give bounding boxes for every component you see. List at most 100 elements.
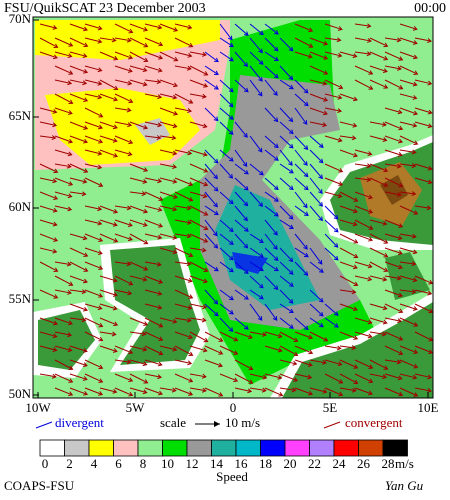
wind-arrow-head	[229, 267, 234, 273]
wind-arrow-head	[202, 51, 207, 57]
wind-arrow-head	[172, 178, 178, 184]
wind-arrow-head	[201, 387, 207, 393]
wind-arrow-head	[81, 191, 87, 197]
wind-arrow	[384, 345, 403, 355]
wind-arrow-head	[427, 388, 432, 393]
wind-arrow	[54, 149, 72, 156]
wind-arrow-head	[126, 261, 132, 267]
wind-arrow	[384, 261, 403, 269]
wind-arrow-head	[141, 331, 147, 337]
wind-arrow	[114, 233, 133, 241]
wind-arrow-head	[262, 331, 267, 337]
wind-arrow	[234, 233, 248, 249]
wind-arrow	[204, 65, 219, 75]
wind-arrow	[144, 275, 163, 284]
wind-arrow	[369, 233, 388, 244]
wind-arrow	[264, 261, 279, 272]
wind-arrow	[219, 121, 234, 135]
wind-arrow	[399, 205, 418, 215]
wind-arrow-head	[337, 361, 343, 367]
wind-arrow	[129, 233, 148, 244]
wind-arrow-head	[157, 290, 163, 296]
wind-arrow-head	[188, 196, 194, 202]
wind-arrow	[159, 345, 177, 351]
wind-arrow-head	[292, 360, 298, 366]
wind-arrow-head	[368, 209, 374, 214]
wind-arrow	[219, 51, 234, 62]
wind-arrow-head	[52, 25, 58, 30]
wind-arrow	[384, 303, 403, 313]
wind-arrow	[69, 387, 88, 395]
wind-arrow	[219, 163, 233, 179]
wind-arrow	[144, 233, 162, 239]
wind-arrow-head	[396, 37, 402, 43]
wind-arrow-head	[273, 245, 278, 250]
lon-label: 10E	[418, 400, 439, 415]
wind-arrow	[144, 219, 163, 228]
wind-arrow-head	[187, 52, 193, 58]
wind-arrow	[384, 191, 402, 196]
wind-arrow-head	[171, 387, 177, 393]
wind-arrow-head	[97, 305, 103, 311]
wind-arrow	[144, 23, 162, 29]
wind-arrow-head	[383, 42, 389, 48]
wind-arrow-head	[303, 203, 308, 209]
wind-arrow-head	[158, 54, 164, 60]
wind-arrow-head	[367, 263, 373, 269]
wind-arrow	[414, 177, 432, 184]
wind-arrow-head	[288, 129, 294, 135]
wind-arrow	[369, 247, 388, 258]
wind-arrow	[159, 247, 177, 254]
wind-arrow-head	[413, 110, 418, 116]
wind-arrow-head	[412, 40, 418, 45]
wind-arrow-head	[83, 252, 89, 257]
wind-arrow-head	[188, 42, 194, 48]
wind-arrow	[99, 79, 118, 90]
wind-arrow-head	[67, 206, 73, 212]
wind-arrow	[339, 261, 358, 269]
time: 00:00	[414, 1, 446, 16]
land-high	[380, 175, 408, 205]
wind-arrow-head	[97, 67, 103, 73]
wind-arrow	[339, 205, 358, 213]
wind-arrow-head	[413, 140, 419, 145]
wind-arrow-head	[113, 85, 119, 91]
wind-arrow	[144, 359, 162, 366]
wind-arrow	[69, 261, 88, 272]
wind-arrow-head	[398, 264, 403, 270]
wind-arrow	[369, 219, 387, 225]
wind-arrow-head	[98, 124, 103, 130]
wind-arrow	[309, 205, 323, 221]
wind-arrow-head	[289, 169, 294, 174]
wind-arrow-head	[112, 348, 118, 353]
wind-arrow	[324, 317, 339, 328]
wind-arrow-head	[143, 167, 149, 172]
wind-arrow-head	[128, 139, 134, 145]
wind-arrow	[54, 331, 72, 336]
wind-arrow	[219, 93, 234, 108]
wind-arrow-head	[351, 289, 357, 295]
wind-arrow	[114, 79, 132, 85]
wind-arrow-head	[302, 120, 308, 125]
wind-arrow	[384, 37, 401, 41]
wind-arrow	[279, 37, 294, 52]
wind-arrow	[354, 261, 372, 268]
wind-arrow-head	[187, 219, 192, 225]
wind-arrow-head	[126, 37, 132, 43]
wind-arrow	[99, 93, 118, 101]
wind-arrow	[354, 233, 373, 241]
wind-arrow	[384, 121, 403, 130]
wind-arrow	[354, 191, 373, 199]
wind-arrow	[234, 317, 249, 330]
wind-arrow	[324, 107, 342, 112]
wind-arrow	[414, 163, 432, 170]
wind-arrow-head	[202, 123, 208, 129]
wind-arrow	[144, 303, 162, 309]
wind-arrow-head	[228, 115, 234, 120]
wind-arrow-head	[97, 80, 103, 86]
wind-arrow-head	[258, 283, 264, 289]
colorbar-label: 16	[235, 456, 249, 471]
wind-arrow-head	[228, 102, 234, 108]
wind-arrow	[129, 51, 148, 62]
wind-arrow	[264, 65, 279, 79]
